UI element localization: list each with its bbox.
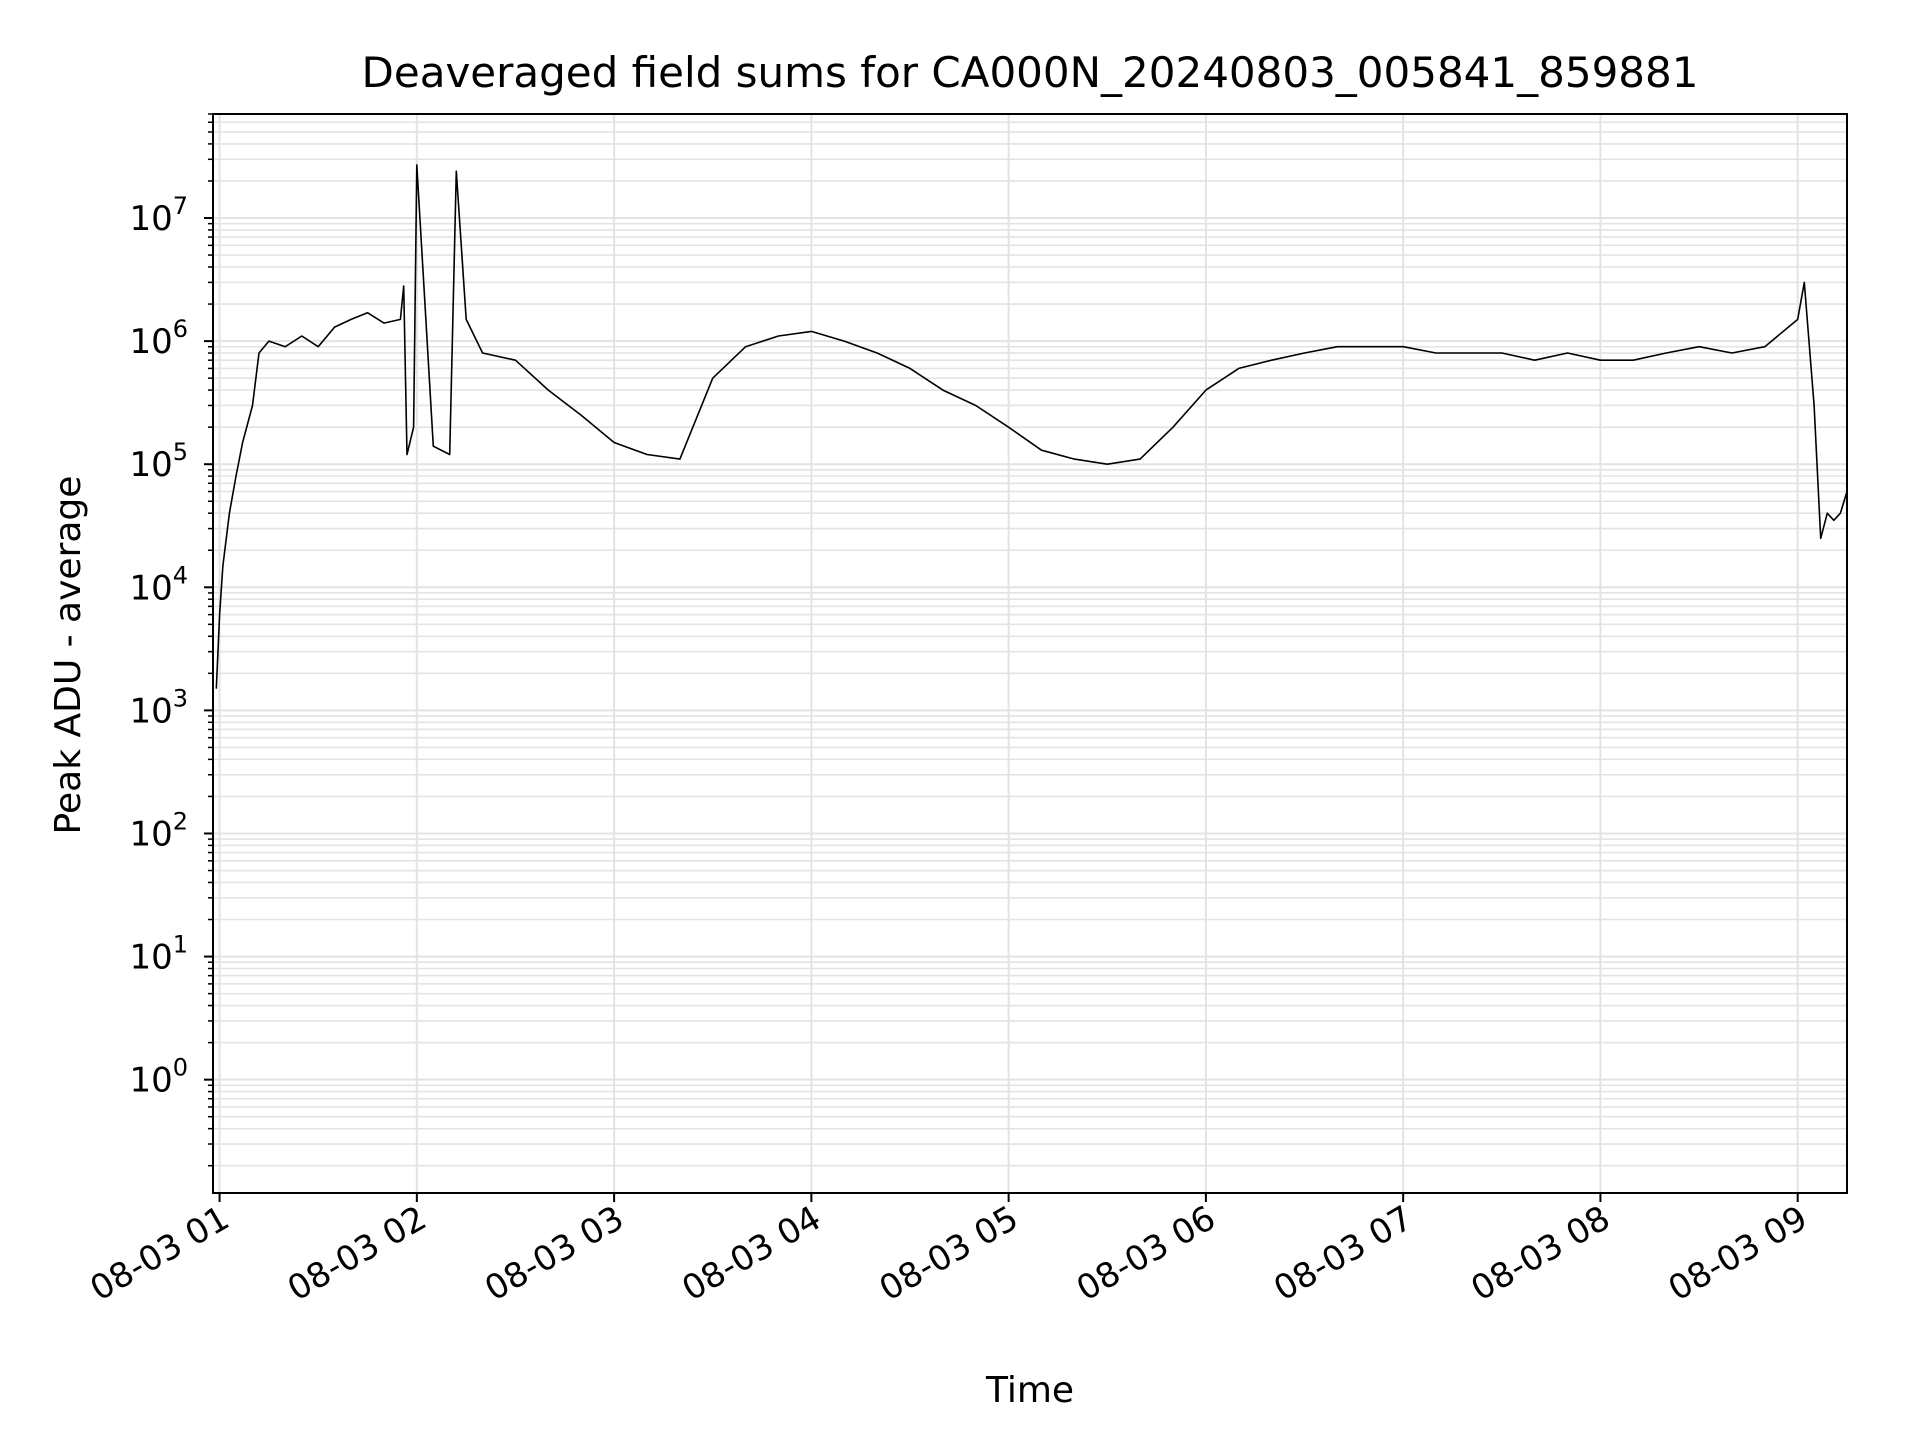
y-tick-label: 101 (129, 931, 188, 978)
y-axis-label: Peak ADU - average (48, 476, 89, 835)
series-line (215, 164, 1848, 689)
y-tick-label: 102 (129, 807, 188, 854)
chart-title: Deaveraged field sums for CA000N_2024080… (362, 48, 1699, 97)
y-tick-label: 104 (129, 561, 188, 608)
y-axis: 100 101 102 103 104 105 106 107 (129, 113, 213, 1167)
y-tick-label: 100 (129, 1054, 188, 1101)
y-tick-label: 106 (129, 315, 188, 362)
x-axis-label: Time (985, 1370, 1074, 1411)
y-tick-label: 103 (129, 684, 188, 731)
grid-lines (213, 113, 1847, 1193)
plot-frame (212, 113, 1848, 1194)
y-tick-label: 107 (129, 192, 188, 239)
y-tick-label: 105 (129, 438, 188, 485)
data-line-group (215, 164, 1848, 689)
